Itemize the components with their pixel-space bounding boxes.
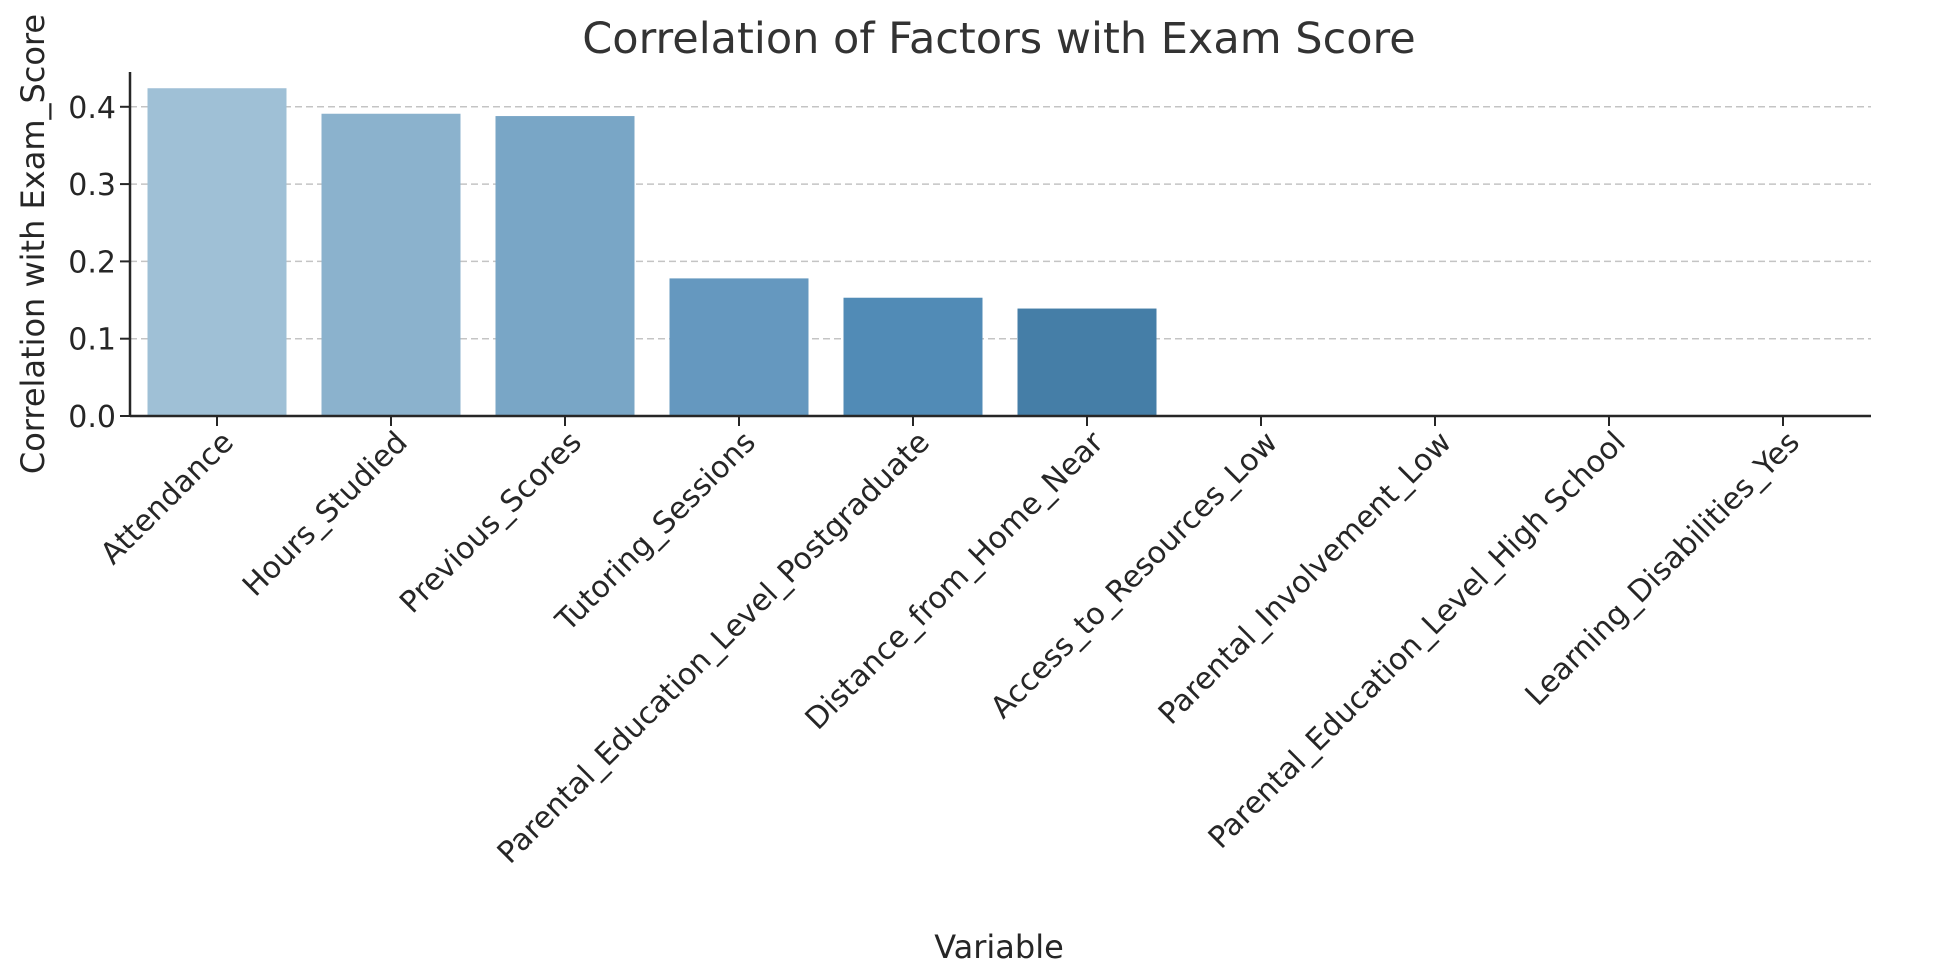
bar (843, 297, 983, 416)
y-axis-ticks: 0.0 0.1 0.2 0.3 0.4 (68, 91, 130, 435)
y-tick-label: 0.2 (68, 245, 116, 280)
x-tick-label: Distance_from_Home_Near (799, 424, 1111, 736)
y-tick-label: 0.0 (68, 400, 116, 435)
x-axis-ticks: AttendanceHours_StudiedPrevious_ScoresTu… (94, 416, 1807, 871)
chart-title: Correlation of Factors with Exam Score (582, 14, 1415, 64)
y-axis-label: Correlation with Exam_Score (14, 14, 52, 474)
x-tick-label: Previous_Scores (393, 425, 588, 620)
y-tick-label: 0.4 (68, 91, 116, 126)
x-tick-label: Hours_Studied (236, 425, 415, 604)
bar (1017, 308, 1157, 416)
bars (147, 88, 1157, 417)
bar (495, 116, 635, 416)
y-tick-label: 0.1 (68, 323, 116, 358)
x-axis-label: Variable (934, 928, 1064, 966)
x-tick-label: Learning_Disabilities_Yes (1519, 425, 1807, 713)
bar (669, 278, 809, 416)
x-tick-label: Access_to_Resources_Low (984, 425, 1285, 726)
bar (147, 88, 287, 417)
x-tick-label: Parental_Involvement_Low (1152, 425, 1459, 732)
bar (321, 113, 461, 416)
y-tick-label: 0.3 (68, 168, 116, 203)
x-tick-label: Attendance (94, 425, 241, 572)
